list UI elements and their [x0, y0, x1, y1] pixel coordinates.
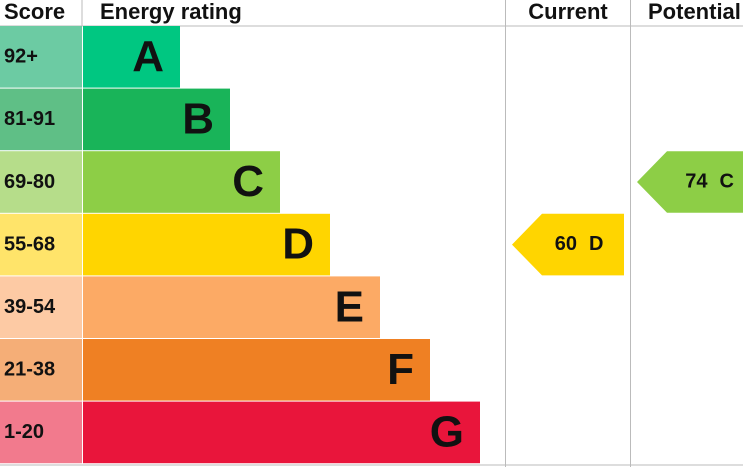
rating-bar — [83, 26, 180, 88]
rating-bar — [83, 276, 380, 338]
rating-letter: A — [132, 32, 164, 81]
rating-bar — [83, 151, 280, 213]
header-current: Current — [528, 0, 608, 24]
header-rating: Energy rating — [100, 0, 242, 24]
current-arrow — [512, 213, 624, 276]
score-cell — [0, 151, 82, 213]
score-label: 81-91 — [4, 108, 55, 130]
score-label: 69-80 — [4, 171, 55, 193]
rating-bar — [83, 339, 430, 401]
rating-letter: C — [232, 157, 264, 206]
potential-arrow — [637, 151, 743, 213]
score-cell — [0, 276, 82, 338]
potential-score: 74 — [685, 170, 708, 192]
current-letter: D — [589, 233, 603, 255]
rating-letter: F — [387, 345, 414, 394]
score-cell — [0, 401, 82, 464]
header-score: Score — [4, 0, 65, 24]
score-cell — [0, 339, 82, 401]
score-label: 39-54 — [4, 296, 56, 318]
rating-letter: E — [335, 282, 364, 331]
rating-bar — [83, 401, 480, 464]
rating-bar — [83, 213, 330, 276]
score-cell — [0, 26, 82, 88]
rating-letter: D — [282, 220, 314, 269]
score-label: 55-68 — [4, 233, 55, 255]
potential-letter: C — [720, 170, 734, 192]
rating-letter: B — [182, 95, 214, 144]
score-cell — [0, 88, 82, 151]
score-cell — [0, 213, 82, 276]
score-label: 92+ — [4, 46, 38, 68]
header-potential: Potential — [648, 0, 741, 24]
current-score: 60 — [555, 233, 577, 255]
score-label: 1-20 — [4, 421, 44, 443]
rating-bar — [83, 88, 230, 151]
score-label: 21-38 — [4, 359, 55, 381]
rating-letter: G — [430, 408, 464, 457]
